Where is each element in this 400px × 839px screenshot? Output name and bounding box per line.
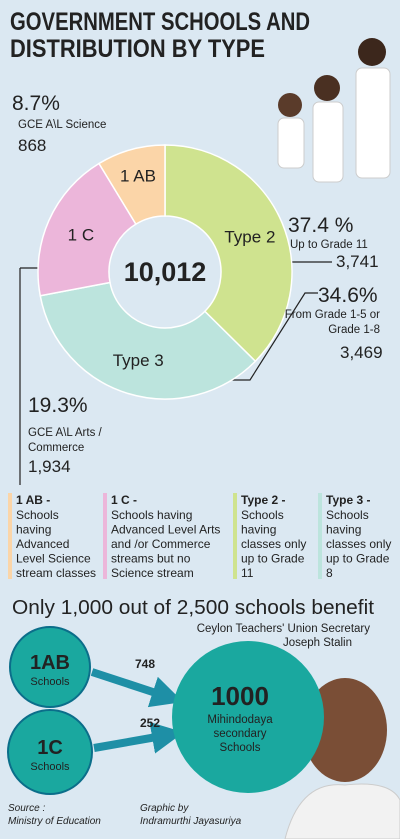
segment-description: Commerce: [28, 442, 84, 454]
portrait-placeholder: [284, 678, 400, 839]
target-value: 1000: [211, 681, 269, 711]
legend-text: and /or Commerce: [111, 537, 211, 551]
attribution: Joseph Stalin: [283, 637, 352, 649]
footer-source: Ministry of Education: [8, 816, 101, 827]
donut-segment: [39, 281, 257, 400]
segment-description: From Grade 1-5 or: [285, 309, 380, 321]
segment-description: GCE A\L Arts /: [28, 427, 103, 439]
legend-text: up to Grade: [326, 552, 390, 566]
legend-text: classes only: [326, 537, 391, 551]
photo-placeholder: [277, 38, 391, 183]
footer-source: Source :: [8, 803, 45, 814]
legend-key: 1 AB -: [16, 493, 50, 507]
legend-text: stream classes: [16, 566, 96, 580]
flow-value: 748: [135, 657, 155, 671]
leader-line: [228, 292, 318, 381]
legend-text: 8: [326, 566, 333, 580]
donut-segment: [37, 162, 137, 297]
donut-segment: [164, 144, 293, 363]
flow-arrow: [93, 722, 184, 754]
segment-label: Type 2: [224, 228, 275, 247]
donut-segment: [97, 144, 166, 226]
source-node: [7, 709, 93, 795]
legend-text: Science stream: [111, 566, 194, 580]
legend-text: classes only: [241, 537, 306, 551]
legend-swatch: [8, 493, 12, 579]
flow-arrow: [90, 668, 184, 708]
count-label: 3,469: [340, 343, 383, 362]
center-label: 10,012: [124, 257, 207, 287]
legend-text: Schools: [326, 508, 369, 522]
title: DISTRIBUTION BY TYPE: [10, 35, 265, 63]
source-node: [9, 626, 91, 708]
legend-key: 1 C -: [111, 493, 137, 507]
footer-credit: Indramurthi Jayasuriya: [140, 816, 242, 827]
segment-label: 1 AB: [120, 167, 156, 186]
legend-text: Schools: [16, 508, 59, 522]
count-label: 1,934: [28, 457, 71, 476]
legend-swatch: [233, 493, 237, 579]
percent-label: 34.6%: [318, 284, 378, 307]
source-label: 1C: [37, 737, 63, 759]
legend-swatch: [103, 493, 107, 579]
legend-key: Type 3 -: [326, 493, 370, 507]
target-text: Mihindodaya: [207, 714, 273, 726]
segment-label: 1 C: [68, 226, 94, 245]
flow-value: 252: [140, 716, 160, 730]
segment-description: GCE A\L Science: [18, 119, 106, 131]
headline: Only 1,000 out of 2,500 schools benefit: [12, 597, 374, 619]
target-text: secondary: [213, 728, 266, 740]
legend-text: Schools having: [111, 508, 192, 522]
percent-label: 19.3%: [28, 394, 88, 417]
legend-swatch: [318, 493, 322, 579]
source-label: 1AB: [30, 652, 70, 674]
attribution: Ceylon Teachers' Union Secretary: [197, 623, 371, 635]
legend-text: Advanced Level Arts: [111, 523, 220, 537]
legend-key: Type 2 -: [241, 493, 285, 507]
legend-text: 11: [241, 566, 254, 580]
target-text: Schools: [220, 742, 261, 754]
footer-credit: Graphic by: [140, 803, 189, 814]
segment-label: Type 3: [113, 351, 164, 370]
source-sub: Schools: [30, 676, 70, 688]
percent-label: 37.4 %: [288, 214, 353, 237]
source-sub: Schools: [30, 761, 70, 773]
legend-text: Schools: [241, 508, 284, 522]
title: GOVERNMENT SCHOOLS AND: [10, 8, 310, 36]
legend-text: having: [326, 523, 361, 537]
segment-description: Grade 1-8: [328, 324, 380, 336]
legend-text: Level Science: [16, 552, 91, 566]
legend-text: streams but no: [111, 552, 191, 566]
legend-text: having: [16, 523, 51, 537]
legend-text: having: [241, 523, 276, 537]
percent-label: 8.7%: [12, 92, 60, 115]
target-node: [172, 641, 324, 793]
count-label: 868: [18, 136, 46, 155]
segment-description: Up to Grade 11: [290, 239, 368, 251]
count-label: 3,741: [336, 252, 379, 271]
legend-text: Advanced: [16, 537, 69, 551]
legend-text: up to Grade: [241, 552, 305, 566]
